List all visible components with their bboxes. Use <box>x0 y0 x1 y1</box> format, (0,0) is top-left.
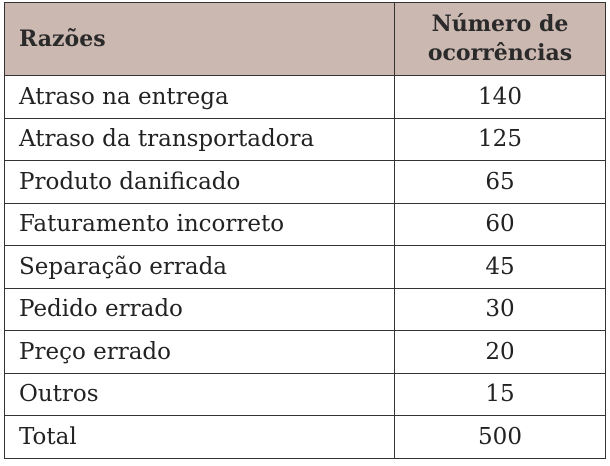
header-reasons: Razões <box>4 2 395 76</box>
count-cell: 65 <box>394 160 606 204</box>
count-cell: 140 <box>394 75 606 119</box>
table-row: Atraso da transportadora 125 <box>4 117 606 161</box>
total-count-cell: 500 <box>394 415 606 459</box>
table-row: Separação errada 45 <box>4 245 606 289</box>
header-row: Razões Número de ocorrências <box>4 2 606 76</box>
count-cell: 30 <box>394 287 606 331</box>
reason-cell: Faturamento incorreto <box>4 202 395 246</box>
reason-cell: Atraso da transportadora <box>4 117 395 161</box>
reason-cell: Pedido errado <box>4 287 395 331</box>
header-occurrences-line1: Número de <box>431 11 569 37</box>
table-row: Atraso na entrega 140 <box>4 75 606 119</box>
reason-cell: Outros <box>4 372 395 416</box>
table-row: Faturamento incorreto 60 <box>4 202 606 246</box>
table-row: Produto danificado 65 <box>4 160 606 204</box>
occurrences-table: Razões Número de ocorrências Atraso na e… <box>4 2 606 459</box>
header-occurrences-line2: ocorrências <box>427 40 573 66</box>
table-body: Atraso na entrega 140 Atraso da transpor… <box>4 75 606 459</box>
reason-cell: Separação errada <box>4 245 395 289</box>
total-label-cell: Total <box>4 415 395 459</box>
reason-cell: Atraso na entrega <box>4 75 395 119</box>
table-row: Outros 15 <box>4 372 606 416</box>
count-cell: 125 <box>394 117 606 161</box>
total-row: Total 500 <box>4 415 606 459</box>
table-row: Preço errado 20 <box>4 330 606 374</box>
reason-cell: Preço errado <box>4 330 395 374</box>
reason-cell: Produto danificado <box>4 160 395 204</box>
count-cell: 15 <box>394 372 606 416</box>
table-row: Pedido errado 30 <box>4 287 606 331</box>
count-cell: 45 <box>394 245 606 289</box>
header-occurrences: Número de ocorrências <box>394 2 606 76</box>
count-cell: 60 <box>394 202 606 246</box>
table-header: Razões Número de ocorrências <box>4 2 606 76</box>
count-cell: 20 <box>394 330 606 374</box>
